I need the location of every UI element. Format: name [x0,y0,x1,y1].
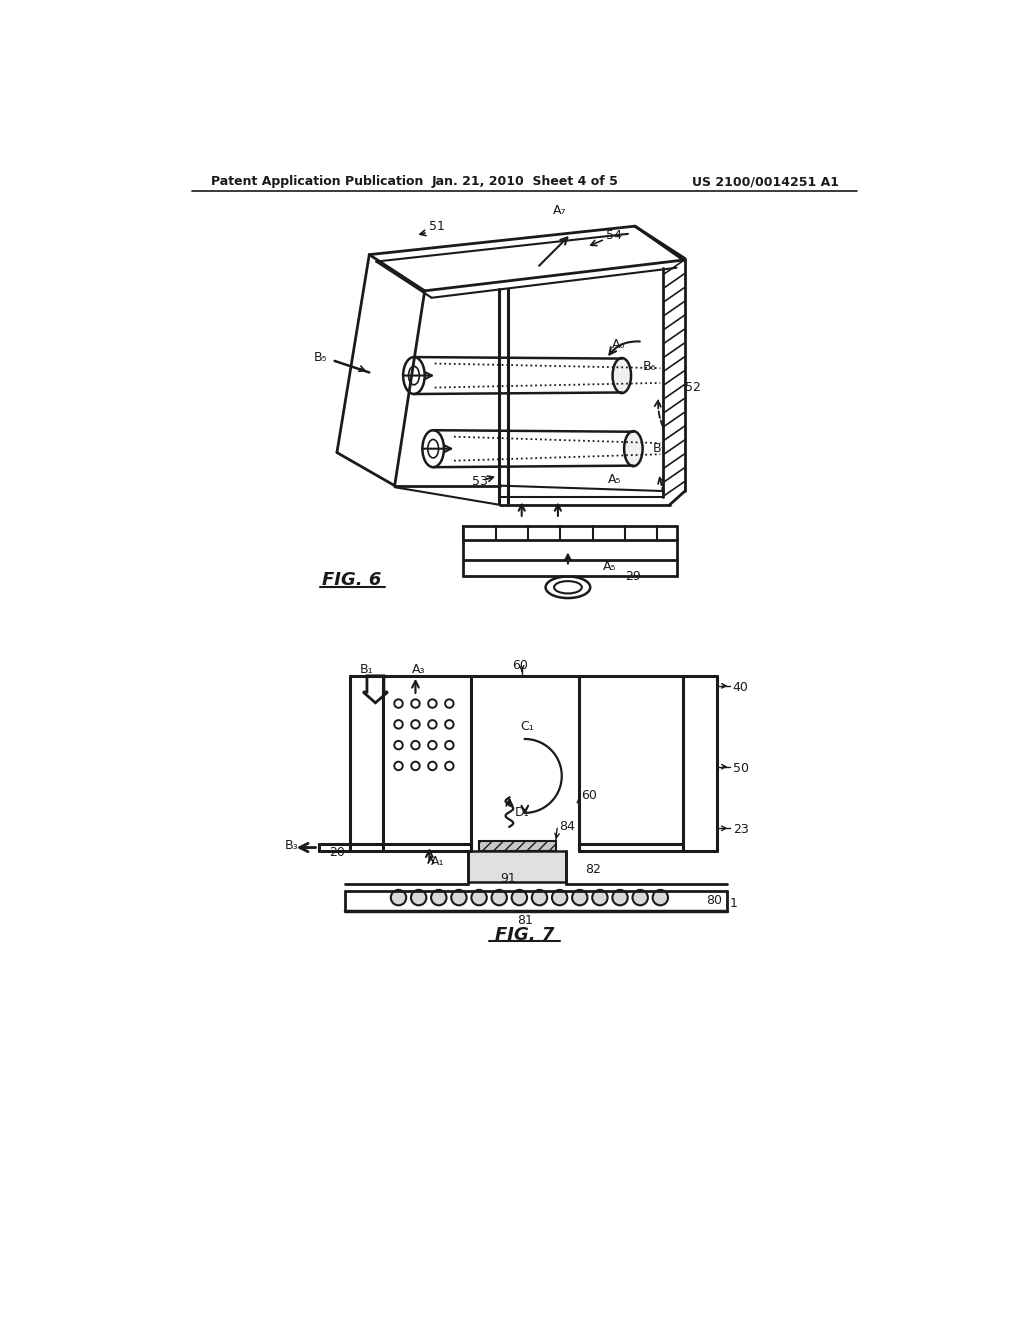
Text: A₅: A₅ [608,473,622,486]
Text: 60: 60 [512,659,527,672]
Text: Patent Application Publication: Patent Application Publication [211,176,424,187]
Text: B₇: B₇ [652,442,667,455]
Text: 91: 91 [500,871,516,884]
Text: B₃: B₃ [285,838,298,851]
Text: US 2100/0014251 A1: US 2100/0014251 A1 [692,176,839,187]
FancyArrow shape [364,676,388,702]
Text: FIG. 7: FIG. 7 [496,925,554,944]
Text: 53: 53 [472,475,488,488]
Text: B₅: B₅ [313,351,328,363]
Text: 52: 52 [685,381,700,395]
Circle shape [552,890,567,906]
Circle shape [452,890,467,906]
Text: B₆: B₆ [643,360,656,372]
Text: B₁: B₁ [360,663,374,676]
Text: A₆: A₆ [611,338,626,351]
Text: A₇: A₇ [553,205,566,218]
Text: 23: 23 [733,824,749,837]
Text: 80: 80 [707,894,723,907]
Circle shape [512,890,527,906]
Circle shape [431,890,446,906]
Circle shape [531,890,547,906]
Text: 20: 20 [330,846,345,859]
Text: 50: 50 [733,762,749,775]
Text: A₃: A₃ [413,663,426,676]
Circle shape [411,890,426,906]
Text: FIG. 6: FIG. 6 [322,572,381,589]
Text: D₁: D₁ [515,807,529,820]
Text: 82: 82 [585,863,601,876]
Bar [468,851,566,882]
Circle shape [391,890,407,906]
Circle shape [572,890,588,906]
Text: 54: 54 [606,228,623,242]
Ellipse shape [625,432,643,466]
Text: 51: 51 [429,219,445,232]
Circle shape [592,890,607,906]
Bar [478,841,556,851]
Text: 40: 40 [733,681,749,694]
Circle shape [612,890,628,906]
Text: A₁: A₁ [431,855,444,869]
Circle shape [652,890,668,906]
Text: 84: 84 [559,820,574,833]
Circle shape [633,890,648,906]
Text: Jan. 21, 2010  Sheet 4 of 5: Jan. 21, 2010 Sheet 4 of 5 [431,176,618,187]
Circle shape [492,890,507,906]
Text: A₅: A₅ [603,560,616,573]
Circle shape [471,890,486,906]
Text: C₁: C₁ [520,721,534,733]
Text: 29: 29 [625,570,641,583]
Text: 1: 1 [730,898,737,911]
Text: 81: 81 [517,915,532,927]
Text: 60: 60 [581,789,597,803]
Ellipse shape [612,358,631,393]
